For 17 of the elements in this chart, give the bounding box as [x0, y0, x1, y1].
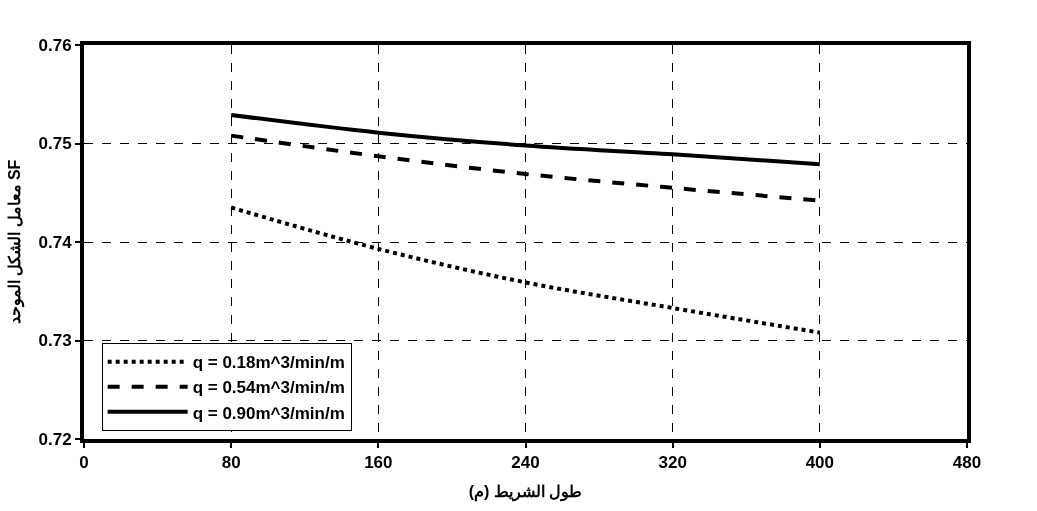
x-tick-label: 0 [79, 453, 89, 473]
x-tick-label: 320 [658, 453, 687, 473]
x-tick-label: 240 [511, 453, 540, 473]
x-tick-label: 80 [221, 453, 241, 473]
legend-label: q = 0.18m^3/min/m [192, 353, 345, 373]
y-tick-label: 0.73 [38, 331, 72, 351]
y-axis-title: معامل الشكل الموحد SF [5, 159, 25, 325]
x-tick-label: 480 [952, 453, 982, 473]
y-tick-label: 0.74 [38, 232, 73, 252]
legend-label: q = 0.90m^3/min/m [192, 403, 345, 423]
x-tick-label: 160 [364, 453, 393, 473]
y-tick-label: 0.75 [38, 134, 72, 154]
y-tick-label: 0.72 [38, 429, 72, 449]
x-tick-label: 400 [805, 453, 835, 473]
x-axis-title: طول الشريط (م) [468, 482, 583, 502]
legend-label: q = 0.54m^3/min/m [192, 378, 345, 398]
y-tick-label: 0.76 [38, 35, 72, 55]
